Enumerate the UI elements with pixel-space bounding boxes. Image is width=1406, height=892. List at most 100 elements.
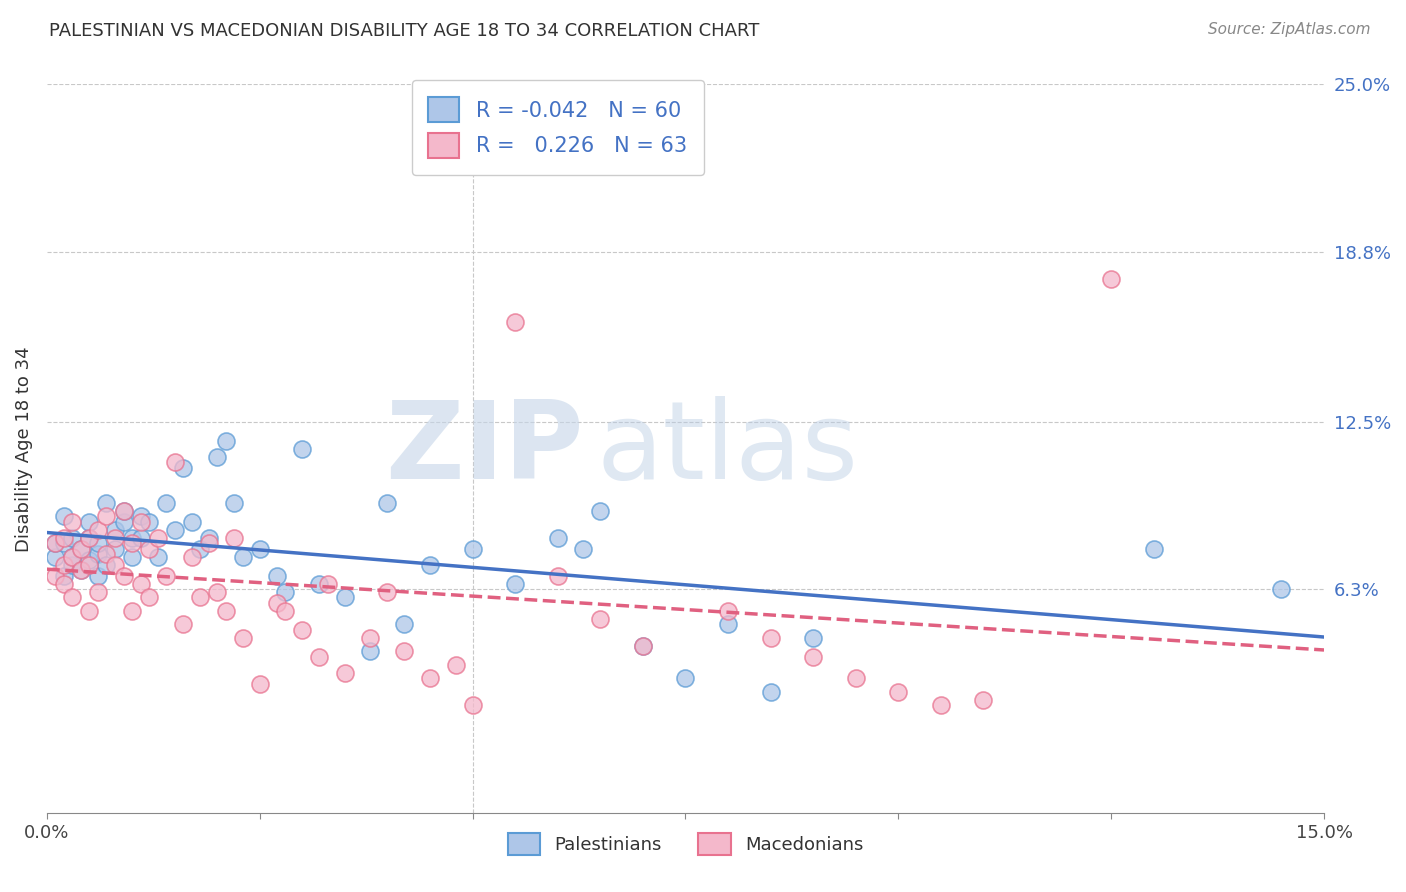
Point [62, 515, 84, 529]
Point [308, 649, 330, 664]
Point [461, 541, 484, 556]
Point [172, 460, 194, 475]
Point [547, 568, 569, 582]
Text: PALESTINIAN VS MACEDONIAN DISABILITY AGE 18 TO 34 CORRELATION CHART: PALESTINIAN VS MACEDONIAN DISABILITY AGE… [49, 22, 759, 40]
Point [121, 604, 143, 618]
Point [52, 576, 75, 591]
Point [589, 504, 612, 518]
Point [112, 568, 135, 582]
Point [79, 552, 101, 566]
Point [104, 541, 127, 556]
Point [44, 536, 66, 550]
Point [138, 591, 160, 605]
Point [62, 531, 84, 545]
Point [155, 568, 177, 582]
Point [87, 568, 110, 582]
Point [79, 558, 101, 572]
Point [70, 563, 93, 577]
Point [104, 523, 127, 537]
Point [503, 315, 526, 329]
Point [44, 549, 66, 564]
Point [52, 568, 75, 582]
Point [274, 585, 297, 599]
Point [96, 509, 118, 524]
Point [79, 531, 101, 545]
Point [291, 623, 314, 637]
Point [96, 496, 118, 510]
Point [79, 604, 101, 618]
Point [333, 591, 356, 605]
Point [197, 536, 219, 550]
Point [121, 531, 143, 545]
Point [759, 685, 782, 699]
Point [87, 547, 110, 561]
Point [87, 523, 110, 537]
Point [419, 671, 441, 685]
Point [1143, 541, 1166, 556]
Point [155, 496, 177, 510]
Point [801, 649, 824, 664]
Point [461, 698, 484, 713]
Point [224, 496, 246, 510]
Point [631, 639, 654, 653]
Point [717, 604, 740, 618]
Point [274, 604, 297, 618]
Point [52, 558, 75, 572]
Point [172, 617, 194, 632]
Point [180, 515, 202, 529]
Point [62, 549, 84, 564]
Point [112, 515, 135, 529]
Point [112, 504, 135, 518]
Point [87, 585, 110, 599]
Point [224, 531, 246, 545]
Legend: Palestinians, Macedonians: Palestinians, Macedonians [501, 826, 870, 863]
Point [96, 547, 118, 561]
Y-axis label: Disability Age 18 to 34: Disability Age 18 to 34 [15, 346, 32, 551]
Point [444, 657, 467, 672]
Text: atlas: atlas [596, 396, 858, 502]
Point [232, 549, 254, 564]
Point [972, 693, 994, 707]
Point [129, 576, 152, 591]
Point [359, 644, 381, 658]
Point [801, 631, 824, 645]
Point [215, 434, 238, 448]
Point [79, 515, 101, 529]
Point [62, 558, 84, 572]
Point [316, 576, 339, 591]
Point [291, 442, 314, 456]
Point [129, 509, 152, 524]
Point [308, 576, 330, 591]
Point [205, 450, 228, 464]
Point [377, 496, 399, 510]
Point [70, 541, 93, 556]
Point [121, 536, 143, 550]
Point [112, 504, 135, 518]
Point [845, 671, 868, 685]
Point [631, 639, 654, 653]
Point [266, 568, 288, 582]
Point [62, 591, 84, 605]
Point [146, 531, 169, 545]
Point [62, 549, 84, 564]
Point [589, 612, 612, 626]
Point [359, 631, 381, 645]
Text: Source: ZipAtlas.com: Source: ZipAtlas.com [1208, 22, 1371, 37]
Point [163, 455, 186, 469]
Point [138, 541, 160, 556]
Point [887, 685, 910, 699]
Point [232, 631, 254, 645]
Point [87, 536, 110, 550]
Point [44, 536, 66, 550]
Point [188, 591, 211, 605]
Text: ZIP: ZIP [385, 396, 583, 502]
Point [44, 568, 66, 582]
Point [163, 523, 186, 537]
Point [333, 665, 356, 680]
Point [188, 541, 211, 556]
Point [266, 596, 288, 610]
Point [197, 531, 219, 545]
Point [121, 549, 143, 564]
Point [394, 617, 416, 632]
Point [70, 541, 93, 556]
